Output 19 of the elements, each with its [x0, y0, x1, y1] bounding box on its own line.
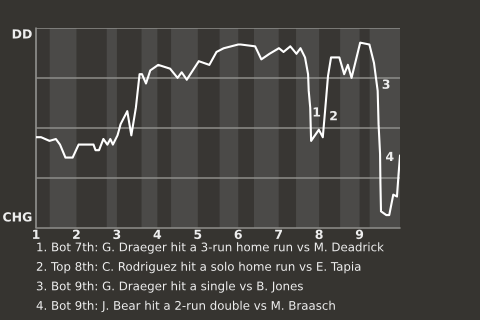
x-tick-label: 5: [194, 230, 202, 240]
annotation: 4: [386, 152, 394, 162]
text: CHG: [3, 212, 32, 222]
x-tick-label: 4: [154, 230, 162, 239]
x-tick-label: 1: [33, 230, 40, 239]
text: DD: [12, 29, 32, 38]
annotation: 3: [382, 79, 390, 89]
x-tick-label: 3: [113, 230, 120, 240]
x-tick-label: 7: [275, 230, 282, 239]
text: 4. Bot 9th: J. Bear hit a 2-run double vs M. Braasch: [36, 300, 335, 312]
x-tick-label: 2: [73, 230, 80, 239]
text: 1. Bot 7th: G. Draeger hit a 3-run home run vs M. Deadrick: [37, 242, 384, 254]
text: 3. Bot 9th: G. Draeger hit a single vs B. Jones: [36, 281, 303, 293]
x-tick-label: 8: [316, 230, 323, 240]
annotation: 2: [330, 110, 337, 120]
text: 2. Top 8th: C. Rodriguez hit a solo home run vs E. Tapia: [36, 262, 360, 274]
x-tick-label: 9: [356, 230, 364, 240]
x-tick-label: 6: [234, 230, 242, 240]
annotation: 1: [314, 107, 320, 117]
